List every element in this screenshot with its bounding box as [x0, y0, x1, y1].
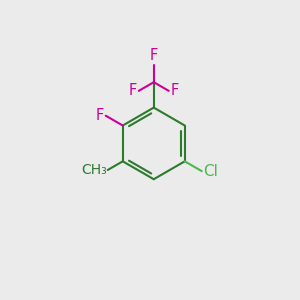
- Text: Cl: Cl: [203, 164, 218, 178]
- Text: F: F: [150, 48, 158, 63]
- Text: CH₃: CH₃: [81, 163, 106, 177]
- Text: F: F: [171, 83, 179, 98]
- Text: F: F: [96, 108, 104, 123]
- Text: F: F: [129, 83, 137, 98]
